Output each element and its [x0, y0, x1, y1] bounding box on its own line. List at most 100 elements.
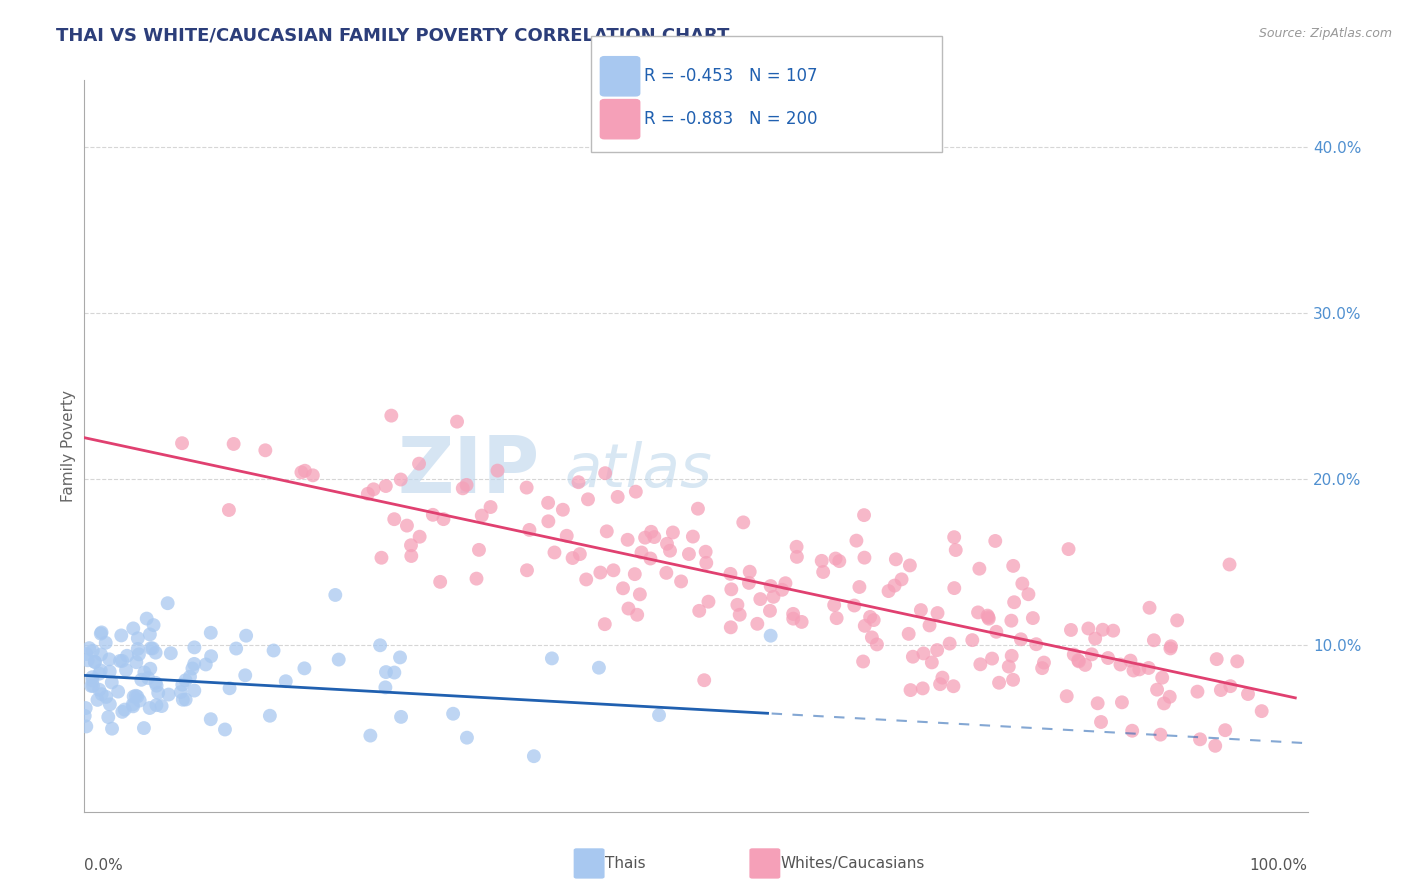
Point — [575, 573, 598, 587]
Point — [139, 662, 162, 676]
Point — [328, 652, 350, 666]
Point — [678, 547, 700, 561]
Point — [181, 661, 204, 675]
Point — [468, 542, 491, 557]
Point — [128, 648, 150, 662]
Point — [1166, 614, 1188, 628]
Point — [1187, 684, 1209, 698]
Point — [368, 638, 391, 652]
Point — [593, 617, 616, 632]
Point — [759, 579, 782, 593]
Point — [301, 468, 323, 483]
Point — [86, 693, 108, 707]
Point — [131, 673, 153, 687]
Point — [697, 595, 720, 609]
Point — [80, 679, 103, 693]
Point — [441, 706, 464, 721]
Point — [910, 603, 932, 617]
Point — [790, 615, 813, 629]
Point — [375, 665, 398, 679]
Point — [1002, 673, 1025, 687]
Point — [77, 641, 100, 656]
Point — [823, 598, 845, 612]
Point — [1063, 648, 1085, 662]
Point — [90, 648, 112, 662]
Point — [927, 643, 949, 657]
Point — [1137, 661, 1160, 675]
Point — [981, 651, 1004, 665]
Point — [170, 685, 193, 699]
Point — [883, 578, 905, 592]
Point — [214, 723, 236, 737]
Point — [94, 636, 117, 650]
Text: R = -0.453   N = 107: R = -0.453 N = 107 — [644, 67, 817, 86]
Point — [1122, 664, 1144, 678]
Point — [977, 612, 1000, 626]
Text: 100.0%: 100.0% — [1250, 858, 1308, 873]
Point — [1149, 728, 1171, 742]
Point — [555, 529, 578, 543]
Point — [159, 646, 181, 660]
Point — [389, 710, 412, 724]
Point — [115, 648, 138, 663]
Point — [738, 565, 761, 579]
Point — [456, 478, 478, 492]
Point — [1022, 611, 1045, 625]
Point — [110, 628, 132, 642]
Point — [111, 654, 134, 668]
Point — [399, 538, 422, 552]
Point — [222, 437, 245, 451]
Point — [617, 601, 640, 615]
Point — [200, 649, 222, 664]
Point — [945, 543, 967, 558]
Point — [759, 629, 782, 643]
Point — [728, 607, 751, 622]
Point — [1067, 654, 1090, 668]
Point — [561, 551, 583, 566]
Point — [852, 655, 875, 669]
Point — [967, 606, 990, 620]
Point — [897, 627, 920, 641]
Point — [122, 621, 145, 635]
Point — [1219, 679, 1241, 693]
Point — [138, 701, 160, 715]
Point — [1218, 558, 1240, 572]
Point — [844, 599, 866, 613]
Point — [648, 708, 671, 723]
Point — [98, 698, 121, 712]
Point — [695, 556, 717, 570]
Point — [97, 710, 120, 724]
Point — [1001, 648, 1024, 663]
Point — [662, 525, 685, 540]
Point — [898, 558, 921, 573]
Point — [655, 537, 678, 551]
Point — [942, 679, 965, 693]
Point — [695, 545, 717, 559]
Point — [82, 673, 104, 688]
Point — [73, 709, 96, 723]
Point — [90, 626, 112, 640]
Point — [408, 530, 430, 544]
Point — [810, 554, 832, 568]
Point — [98, 665, 121, 679]
Point — [1097, 651, 1119, 665]
Point — [921, 656, 943, 670]
Y-axis label: Family Poverty: Family Poverty — [60, 390, 76, 502]
Point — [543, 545, 565, 559]
Point — [762, 590, 785, 604]
Point — [374, 681, 396, 695]
Point — [853, 619, 876, 633]
Point — [127, 632, 149, 646]
Point — [1010, 632, 1032, 647]
Point — [720, 582, 742, 597]
Point — [537, 496, 560, 510]
Point — [602, 563, 624, 577]
Point — [114, 703, 136, 717]
Point — [1056, 690, 1078, 704]
Point — [125, 689, 148, 703]
Point — [686, 501, 709, 516]
Point — [628, 587, 651, 601]
Point — [1213, 723, 1236, 738]
Point — [127, 641, 149, 656]
Point — [89, 666, 111, 681]
